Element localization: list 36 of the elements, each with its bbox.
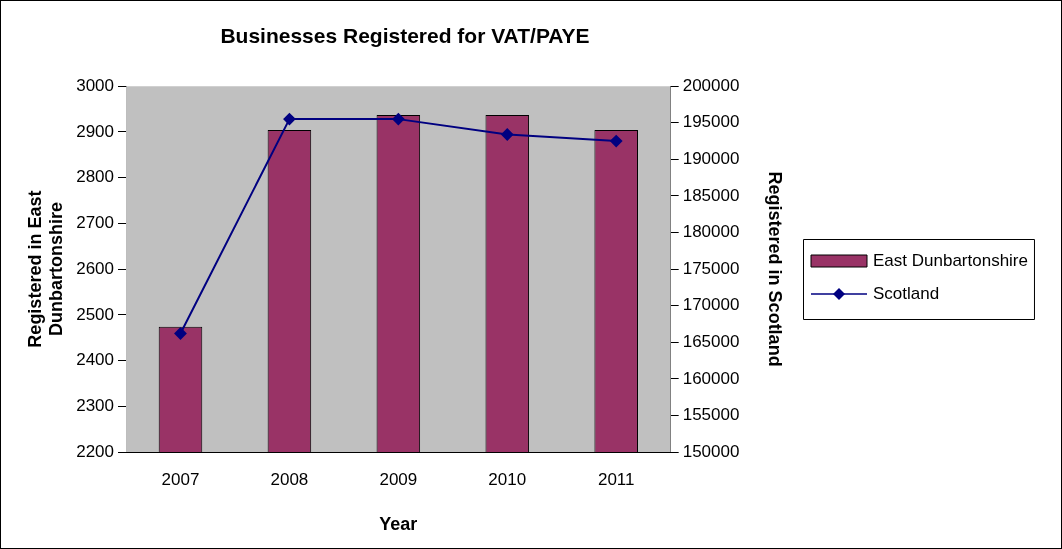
legend-label: Scotland <box>873 283 940 303</box>
y2-tick-label: 195000 <box>682 112 740 132</box>
point <box>501 128 514 141</box>
y2-tick-label: 200000 <box>682 75 740 95</box>
y-tick-label: 2300 <box>76 395 115 415</box>
y-tick-label: 2900 <box>76 121 115 141</box>
y2-tick-label: 165000 <box>682 331 740 351</box>
x-axis-title: Year <box>379 514 418 535</box>
y2-tick-label: 170000 <box>682 295 740 315</box>
x-tick-label: 2009 <box>379 469 418 489</box>
legend-label: East Dunbartonshire <box>873 250 1028 270</box>
point <box>392 113 405 126</box>
y-tick-label: 2800 <box>76 167 115 187</box>
y-tick-label: 2600 <box>76 258 115 278</box>
y-tick-label: 2400 <box>76 350 115 370</box>
y2-tick-label: 180000 <box>682 222 740 242</box>
point <box>610 135 623 148</box>
y2-tick-label: 175000 <box>682 258 740 278</box>
x-tick-label: 2008 <box>270 469 309 489</box>
point <box>283 113 296 126</box>
y2-tick-label: 155000 <box>682 405 740 425</box>
point <box>174 327 187 340</box>
chart-title: Businesses Registered for VAT/PAYE <box>220 24 590 48</box>
y-tick-label: 2500 <box>76 304 115 324</box>
x-tick-label: 2007 <box>161 469 200 489</box>
y2-tick-label: 150000 <box>682 441 740 461</box>
y-tick-label: 2200 <box>76 441 115 461</box>
y-tick-label: 3000 <box>76 75 115 95</box>
x-tick-label: 2011 <box>597 469 635 489</box>
y2-tick-label: 185000 <box>682 185 740 205</box>
y-tick-label: 2700 <box>76 213 115 233</box>
x-tick-label: 2010 <box>488 469 527 489</box>
y2-axis-title: Registered in Scotland <box>765 171 786 367</box>
y-axis-title: Registered in East Dunbartonshire <box>24 190 67 348</box>
y2-tick-label: 160000 <box>682 368 740 388</box>
y2-tick-label: 190000 <box>682 149 740 169</box>
